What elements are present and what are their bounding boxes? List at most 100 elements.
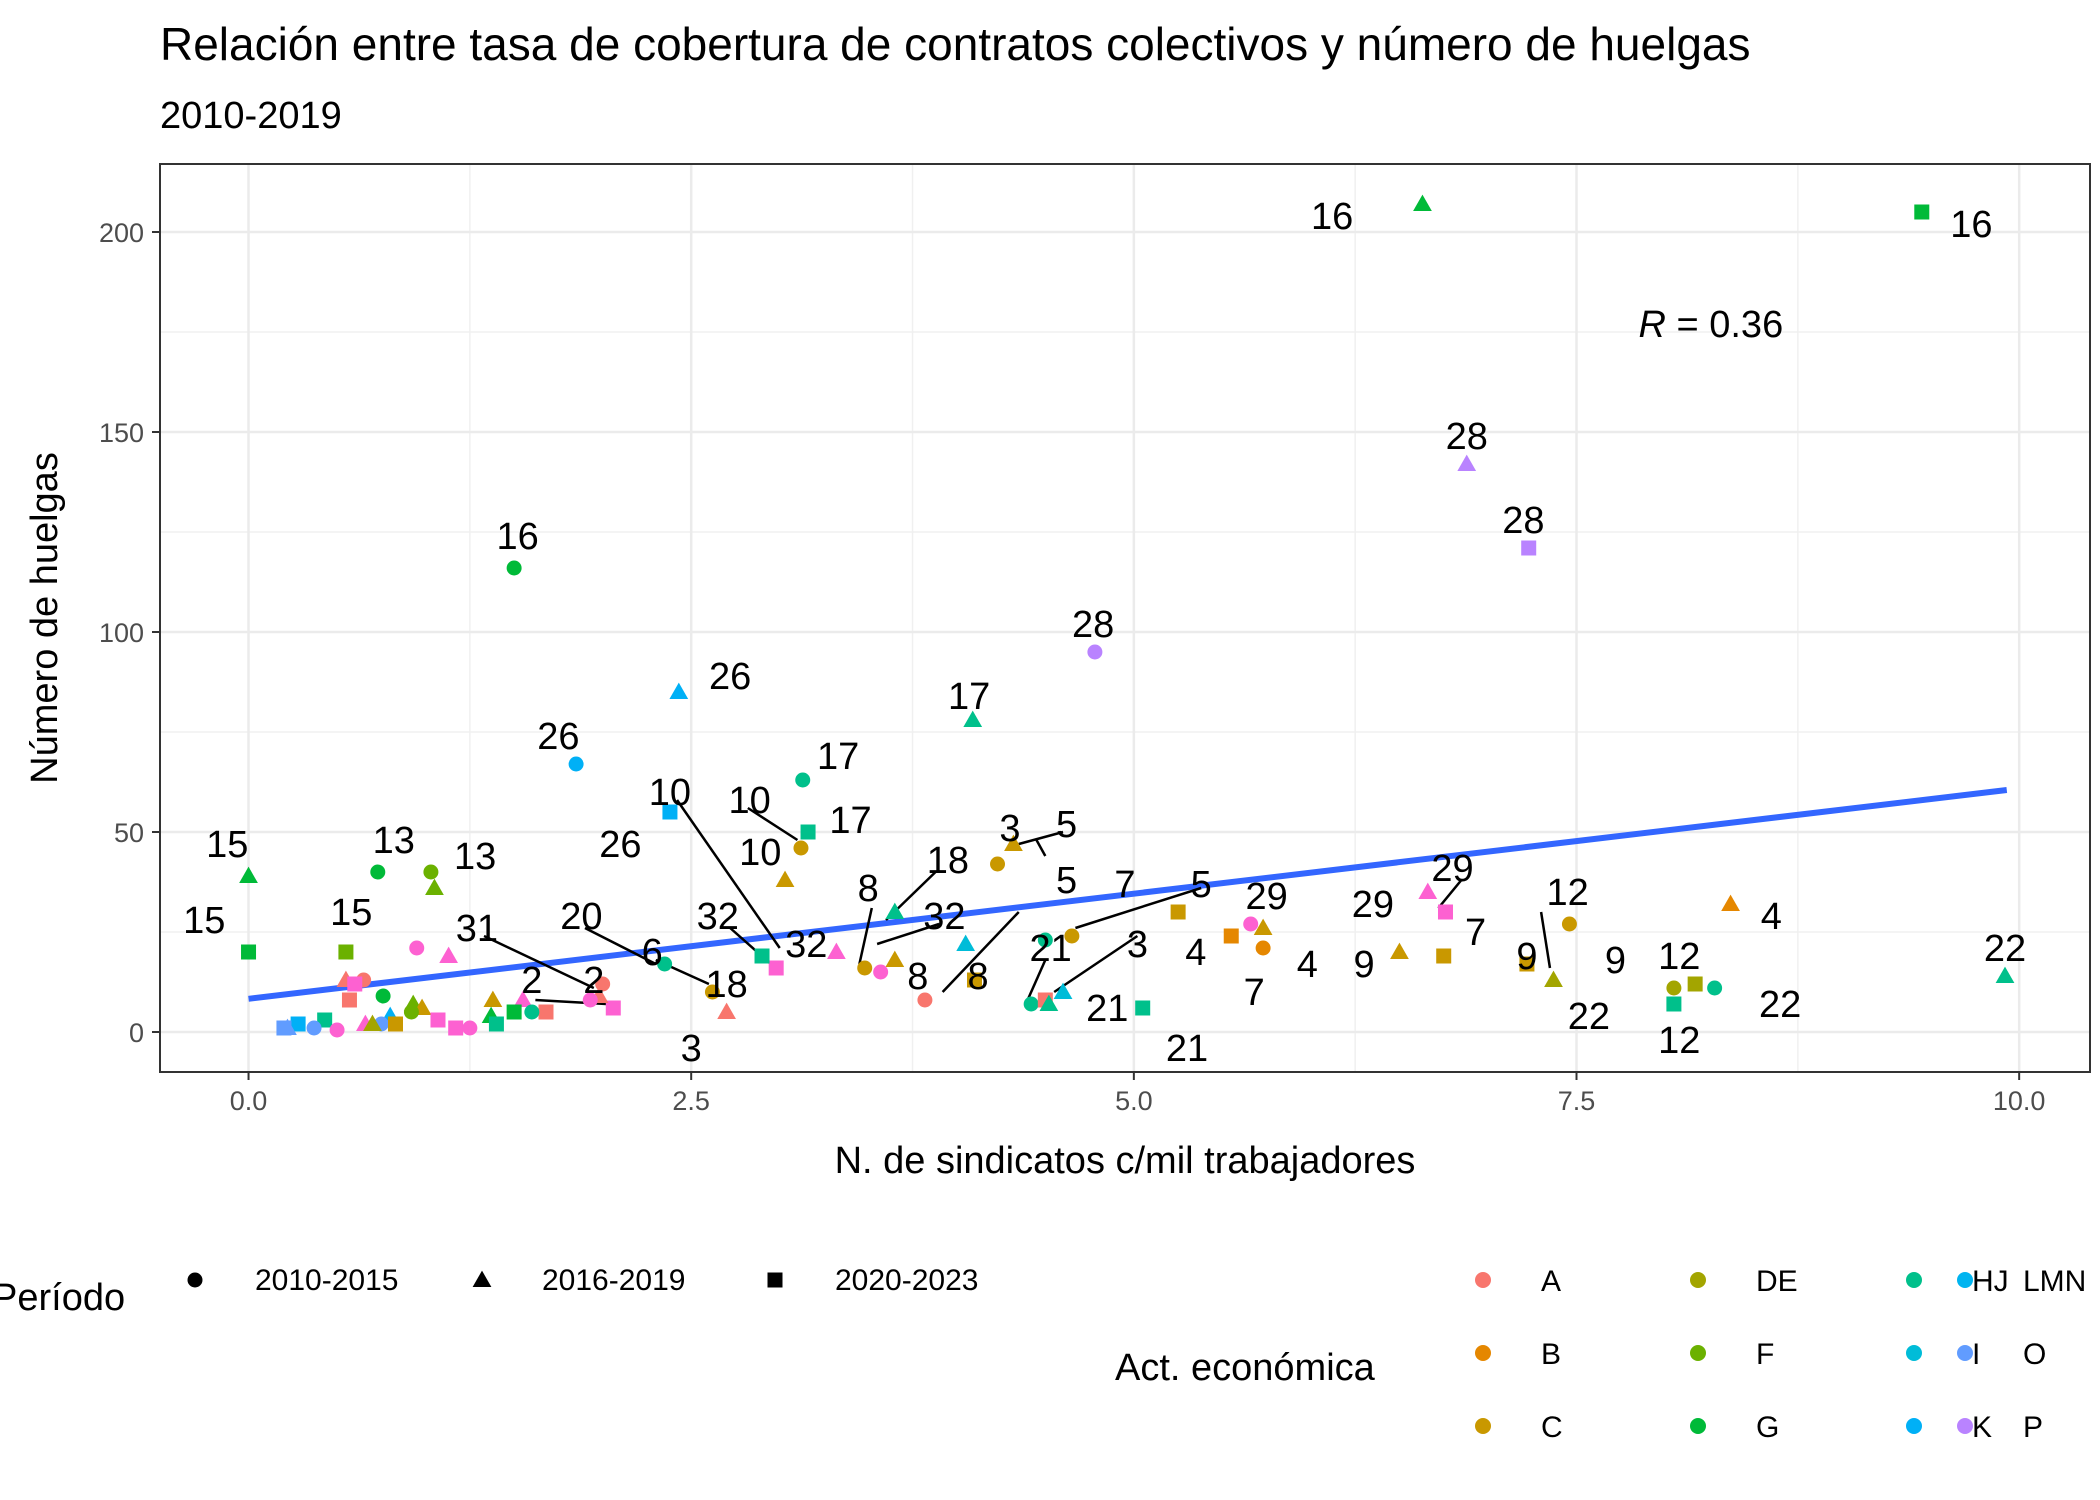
legend-activity-label: P — [2023, 1411, 2043, 1444]
point-label: 17 — [948, 676, 990, 718]
data-point — [462, 1020, 478, 1036]
x-tick-label: 2.5 — [672, 1086, 710, 1116]
legend-activity-label: A — [1541, 1265, 1561, 1298]
point-label: 29 — [1352, 884, 1394, 926]
data-point — [657, 956, 673, 972]
point-label: 21 — [1086, 988, 1128, 1030]
data-point — [1666, 980, 1682, 996]
data-point — [290, 1016, 306, 1032]
data-point — [1223, 928, 1239, 944]
point-label: 7 — [1465, 912, 1486, 954]
point-label: 13 — [373, 820, 415, 862]
data-point — [524, 1004, 540, 1020]
data-point — [669, 682, 689, 700]
data-point — [1253, 918, 1273, 936]
label-connector — [483, 934, 595, 990]
point-label: 29 — [1431, 848, 1473, 890]
y-tick-label: 200 — [99, 218, 144, 248]
data-point — [793, 840, 809, 856]
data-point — [409, 940, 425, 956]
legend-activity-label: B — [1541, 1338, 1561, 1371]
data-point — [1418, 882, 1438, 900]
legend-key-B — [1475, 1345, 1491, 1361]
x-axis-title: N. de sindicatos c/mil trabajadores — [835, 1140, 1416, 1182]
point-label: 16 — [497, 516, 539, 558]
point-label: 28 — [1446, 416, 1488, 458]
data-point — [885, 950, 905, 968]
legend-key-I — [1906, 1345, 1922, 1361]
data-point — [1914, 204, 1930, 220]
data-point — [347, 976, 363, 992]
label-connectors — [483, 799, 1552, 1006]
label-connector — [876, 922, 940, 946]
data-point — [1170, 904, 1186, 920]
chart-subtitle: 2010-2019 — [160, 95, 342, 137]
legend-key-circle — [187, 1272, 203, 1288]
data-point — [278, 1018, 297, 1036]
data-point — [1390, 942, 1409, 960]
data-point — [1721, 894, 1740, 912]
label-connector — [1539, 911, 1552, 969]
x-tick-label: 0.0 — [230, 1086, 268, 1116]
data-point — [1666, 996, 1682, 1012]
legend-key-C — [1475, 1418, 1491, 1434]
legend-activity-label: O — [2023, 1338, 2046, 1371]
y-tick-label: 150 — [99, 418, 144, 448]
chart-title: Relación entre tasa de cobertura de cont… — [160, 18, 1750, 70]
data-point — [1457, 454, 1477, 472]
label-connector — [1035, 839, 1047, 857]
data-point — [1135, 1000, 1151, 1016]
data-point — [1255, 940, 1271, 956]
point-label: 3 — [999, 808, 1020, 850]
data-point — [768, 960, 784, 976]
data-point — [800, 824, 816, 840]
point-label: 7 — [1114, 864, 1135, 906]
data-point — [363, 1014, 382, 1032]
point-label: 18 — [705, 964, 747, 1006]
point-label: 31 — [456, 908, 498, 950]
point-label: 21 — [1029, 928, 1071, 970]
data-point — [370, 864, 386, 880]
label-connector — [747, 806, 799, 842]
data-point — [387, 1016, 403, 1032]
point-label: 10 — [728, 780, 770, 822]
point-label: 8 — [907, 956, 928, 998]
legend-key-F — [1690, 1345, 1706, 1361]
data-points — [239, 194, 2015, 1038]
data-point — [717, 1002, 736, 1020]
point-label: 22 — [1568, 996, 1610, 1038]
data-point — [425, 878, 444, 896]
legend-activity-label: G — [1756, 1411, 1779, 1444]
data-point — [1037, 932, 1053, 948]
point-label: 26 — [599, 824, 641, 866]
point-label: 5 — [1056, 804, 1077, 846]
data-point — [239, 866, 258, 884]
data-point — [775, 870, 795, 888]
legend-key-HJ — [1906, 1272, 1922, 1288]
legend-period-title: Período — [0, 1277, 125, 1319]
point-label: 17 — [829, 800, 871, 842]
data-point — [917, 992, 933, 1008]
legend-activity-title: Act. económica — [1115, 1347, 1376, 1389]
data-point — [403, 1004, 419, 1020]
point-label: 2 — [583, 960, 604, 1002]
data-point — [1561, 916, 1577, 932]
point-label: 10 — [649, 772, 691, 814]
data-point — [448, 1020, 464, 1036]
legend-key-O — [1957, 1345, 1973, 1361]
label-connector — [1026, 959, 1047, 1001]
data-point — [506, 560, 522, 576]
point-label: 3 — [1127, 924, 1148, 966]
legend-period-label: 2010-2015 — [255, 1264, 398, 1297]
y-tick-label: 0 — [129, 1018, 144, 1048]
point-label: 15 — [183, 900, 225, 942]
point-label: 16 — [1950, 204, 1992, 246]
point-label: 15 — [330, 892, 372, 934]
data-point — [754, 948, 770, 964]
point-label: 15 — [206, 824, 248, 866]
data-point — [873, 964, 889, 980]
y-tick-label: 50 — [114, 818, 144, 848]
data-point — [1243, 916, 1259, 932]
data-point — [513, 990, 533, 1008]
x-tick-label: 10.0 — [1993, 1086, 2046, 1116]
